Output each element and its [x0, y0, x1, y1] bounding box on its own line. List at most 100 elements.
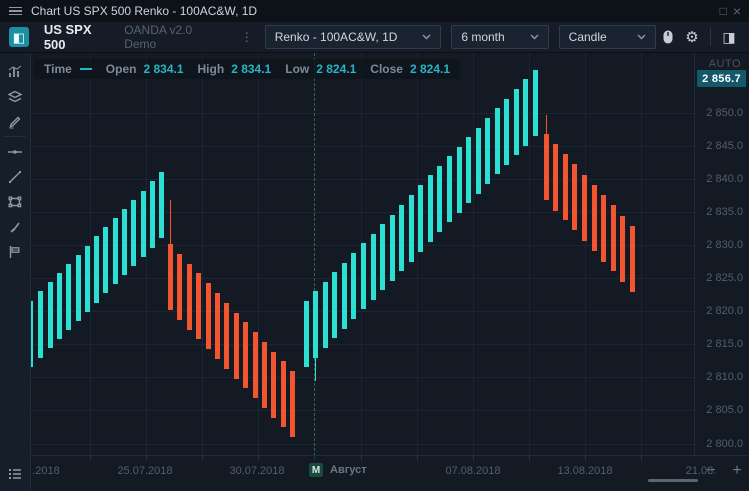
renko-bar — [351, 252, 357, 320]
window-title: Chart US SPX 500 Renko - 100AC&W, 1D — [31, 4, 258, 18]
price-tick-label: 2 845.0 — [706, 139, 743, 152]
zoom-out-button[interactable]: − — [706, 462, 716, 479]
h-gridline — [31, 112, 695, 114]
mouse-settings-icon[interactable] — [656, 26, 680, 48]
renko-bar — [177, 253, 183, 320]
time-scrollbar-thumb[interactable] — [648, 479, 698, 482]
time-tick-mark — [585, 456, 586, 460]
legend-low-label: Low — [285, 62, 310, 76]
renko-bar — [66, 263, 72, 330]
v-gridline — [641, 53, 642, 456]
interval-dropdown[interactable]: 6 month — [451, 25, 549, 49]
renko-bar — [361, 242, 366, 310]
time-tick-mark — [361, 456, 362, 460]
ohlc-legend: Time Open 2 834.1 High 2 834.1 Low 2 824… — [34, 59, 461, 79]
renko-bar — [610, 205, 616, 272]
indicators-icon[interactable] — [2, 59, 28, 84]
renko-bar — [380, 223, 386, 290]
price-tick-label: 2 805.0 — [706, 404, 743, 417]
h-gridline — [31, 311, 695, 313]
time-axis[interactable]: М Август − + .2018 25.07.2018 30.07.2018 07… — [31, 455, 749, 491]
renko-bar — [122, 208, 127, 275]
symbol-chip-icon[interactable]: ◧ — [9, 27, 29, 47]
interval-label: 6 month — [461, 30, 505, 44]
renko-bar — [601, 195, 607, 262]
chart-canvas[interactable] — [31, 53, 695, 456]
renko-bar — [271, 351, 277, 418]
renko-bar — [94, 236, 100, 303]
price-tick-label: 2 820.0 — [706, 305, 743, 318]
horizontal-line-tool-icon[interactable] — [2, 139, 28, 164]
renko-settings-dropdown[interactable]: Renko - 100AC&W, 1D — [264, 25, 442, 49]
title-bar: Chart US SPX 500 Renko - 100AC&W, 1D □ × — [0, 0, 749, 22]
renko-bar — [252, 331, 258, 398]
renko-bar — [582, 174, 587, 241]
time-tick-mark — [641, 456, 642, 460]
h-gridline — [31, 178, 695, 180]
renko-bar — [408, 195, 414, 262]
symbol-name[interactable]: US SPX 500 — [43, 22, 92, 52]
renko-bar — [38, 291, 44, 358]
settings-gear-icon[interactable]: ⚙ — [685, 29, 699, 46]
chart-style-label: Candle — [568, 30, 607, 44]
renko-bar — [280, 360, 286, 428]
renko-bar — [532, 69, 538, 136]
chart-region: Time Open 2 834.1 High 2 834.1 Low 2 824… — [31, 53, 749, 491]
legend-open-label: Open — [105, 62, 137, 76]
price-tick-label: 2 810.0 — [706, 371, 743, 384]
price-axis[interactable]: AUTO 2 856.7 2 850.0 2 845.0 2 840.0 2 835.… — [694, 53, 749, 456]
renko-bar — [523, 79, 529, 146]
time-tick-mark — [202, 456, 203, 460]
renko-bar — [543, 133, 549, 200]
v-gridline — [417, 53, 418, 456]
time-tick-mark — [473, 456, 474, 460]
renko-bar — [224, 302, 230, 369]
time-tick-mark — [258, 456, 259, 460]
renko-bar — [456, 147, 462, 214]
renko-bar — [341, 262, 347, 330]
month-badge-label: Август — [330, 464, 367, 476]
brush-tool-icon[interactable] — [2, 214, 28, 239]
auto-scale-label[interactable]: AUTO — [708, 58, 741, 70]
menu-icon[interactable] — [9, 6, 22, 16]
zoom-in-button[interactable]: + — [732, 462, 742, 479]
chevron-down-icon — [530, 34, 539, 40]
renko-bar — [620, 215, 626, 283]
renko-bar — [485, 117, 491, 185]
renko-bar — [427, 175, 433, 242]
renko-bar — [322, 282, 328, 349]
renko-bar — [437, 166, 443, 233]
renko-bar — [313, 291, 319, 358]
edit-pencil-icon[interactable] — [2, 109, 28, 134]
renko-bar — [475, 127, 481, 194]
renko-bar — [591, 184, 597, 251]
chart-toolbar: ◧ US SPX 500 OANDA v2.0 Demo ⋮ Renko - 1… — [0, 22, 749, 53]
panel-layout-icon[interactable]: ◨ — [722, 28, 736, 45]
time-tick-label: .2018 — [32, 465, 60, 477]
renko-bar — [215, 292, 220, 359]
flag-note-tool-icon[interactable] — [2, 239, 28, 264]
v-gridline — [258, 53, 259, 456]
renko-bar — [562, 154, 568, 221]
renko-bar — [149, 181, 155, 248]
renko-bar — [513, 88, 519, 155]
renko-bar — [504, 98, 510, 165]
trend-line-tool-icon[interactable] — [2, 164, 28, 189]
maximize-icon[interactable]: □ — [719, 4, 727, 18]
renko-bar — [466, 137, 472, 204]
v-gridline — [90, 53, 91, 456]
renko-bar — [186, 263, 192, 330]
object-tree-icon[interactable] — [2, 461, 28, 486]
layers-icon[interactable] — [2, 84, 28, 109]
h-gridline — [31, 443, 695, 445]
renko-bar — [196, 272, 202, 339]
h-gridline — [31, 410, 695, 412]
close-icon[interactable]: × — [732, 3, 741, 19]
rectangle-tool-icon[interactable] — [2, 189, 28, 214]
legend-high-label: High — [197, 62, 225, 76]
month-badge-letter: М — [309, 463, 323, 477]
more-options-icon[interactable]: ⋮ — [240, 30, 253, 44]
v-gridline — [202, 53, 203, 456]
price-tick-label: 2 800.0 — [706, 437, 743, 450]
chart-style-dropdown[interactable]: Candle — [558, 25, 656, 49]
